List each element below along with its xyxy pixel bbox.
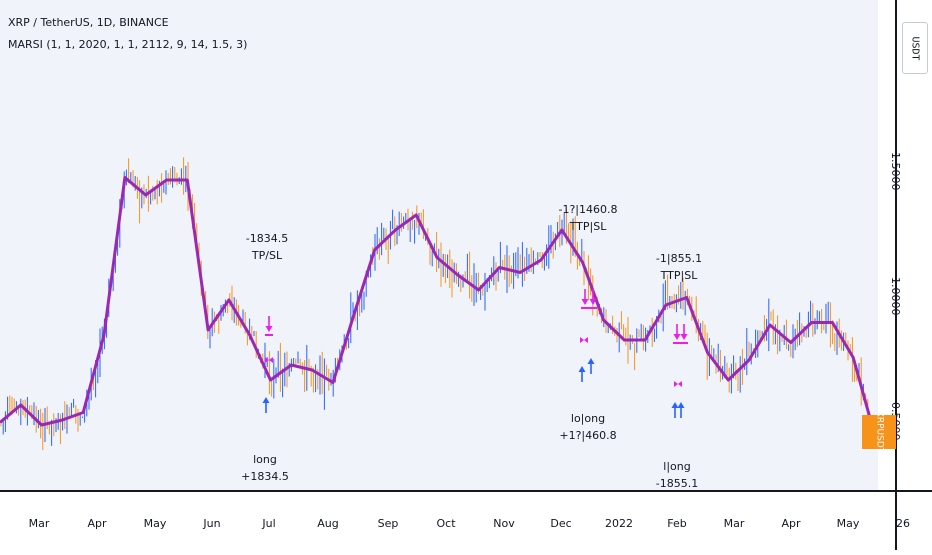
time-tick-label: Apr	[87, 517, 107, 530]
exit-signal-label: -1?|1460.8 TTP|SL	[558, 203, 618, 233]
currency-text: USDT	[909, 35, 921, 61]
exit-arrow-head	[581, 299, 589, 305]
plot-area	[0, 0, 878, 490]
time-tick-label: Feb	[667, 517, 687, 530]
time-tick-label: Apr	[781, 517, 801, 530]
time-tick-label: Mar	[723, 517, 745, 530]
price-tick-label: 0.5000	[889, 402, 932, 441]
signal-marker	[265, 357, 269, 363]
indicator-title[interactable]: MARSI (1, 1, 2020, 1, 1, 2112, 9, 14, 1.…	[8, 38, 248, 51]
currency-label[interactable]: USDT	[902, 22, 928, 74]
signal-marker	[269, 357, 273, 363]
signal-marker	[584, 337, 588, 343]
signal-marker	[678, 381, 682, 387]
time-tick-label: Oct	[436, 517, 456, 530]
entry-signal-label: l|ong -1855.1	[655, 460, 699, 490]
exit-arrow-head	[673, 334, 681, 340]
entry-signal-label: long +1834.5	[241, 453, 289, 483]
signal-marker	[580, 337, 584, 343]
time-tick-label: Jun	[203, 517, 221, 530]
time-tick-label: Nov	[493, 517, 515, 530]
last-price-symbol-tag: XRPUSDT	[862, 411, 896, 453]
exit-signal-label: -1834.5 TP/SL	[245, 232, 289, 262]
chart-legend: XRP / TetherUS, 1D, BINANCE MARSI (1, 1,…	[8, 12, 247, 56]
entry-signal-label: lo|ong +1?|460.8	[559, 412, 617, 442]
exit-signal-label: -1|855.1 TTP|SL	[655, 252, 703, 282]
price-tick-label: 1.0000	[889, 277, 902, 316]
exit-arrow-head	[589, 299, 597, 305]
marsi-line	[0, 176, 876, 433]
time-tick-label: May	[143, 517, 167, 530]
symbol-title[interactable]: XRP / TetherUS, 1D, BINANCE	[8, 16, 169, 29]
time-tick-label: Aug	[317, 517, 339, 530]
time-tick-label: 2022	[605, 517, 633, 530]
time-tick-label: Jul	[262, 517, 276, 530]
time-tick-label: 26	[896, 517, 910, 530]
price-tick-label: 1.5000	[889, 152, 902, 191]
exit-arrow-head	[265, 326, 273, 332]
signal-marker	[674, 381, 678, 387]
price-scale-area	[878, 0, 932, 492]
time-tick-label: May	[836, 517, 860, 530]
time-tick-label: Mar	[28, 517, 50, 530]
time-tick-label: Sep	[377, 517, 399, 530]
time-tick-label: Dec	[550, 517, 572, 530]
exit-arrow-head	[680, 334, 688, 340]
